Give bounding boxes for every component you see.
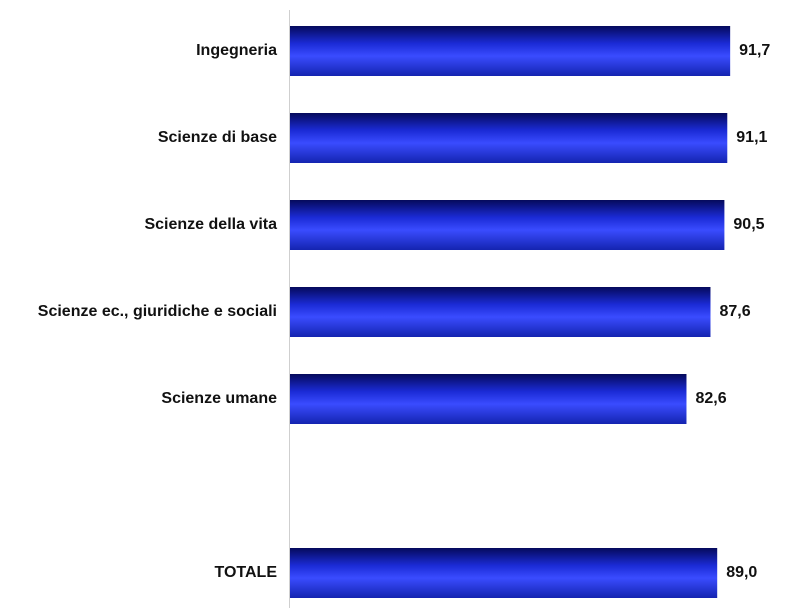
bar [290,26,731,76]
category-label: Scienze della vita [144,216,277,233]
category-label: Scienze umane [161,390,277,407]
value-label: 91,1 [736,129,767,146]
value-label: 90,5 [733,216,764,233]
category-label: Ingegneria [196,42,277,59]
bar [290,287,711,337]
value-label: 91,7 [739,42,770,59]
value-label: 89,0 [726,564,757,581]
bar [290,200,725,250]
bar [290,374,687,424]
value-label: 87,6 [719,303,750,320]
category-label: TOTALE [214,564,277,581]
category-label: Scienze ec., giuridiche e sociali [38,303,277,320]
bar [290,113,728,163]
value-label: 82,6 [695,390,726,407]
category-label: Scienze di base [158,129,277,146]
bar [290,548,718,598]
